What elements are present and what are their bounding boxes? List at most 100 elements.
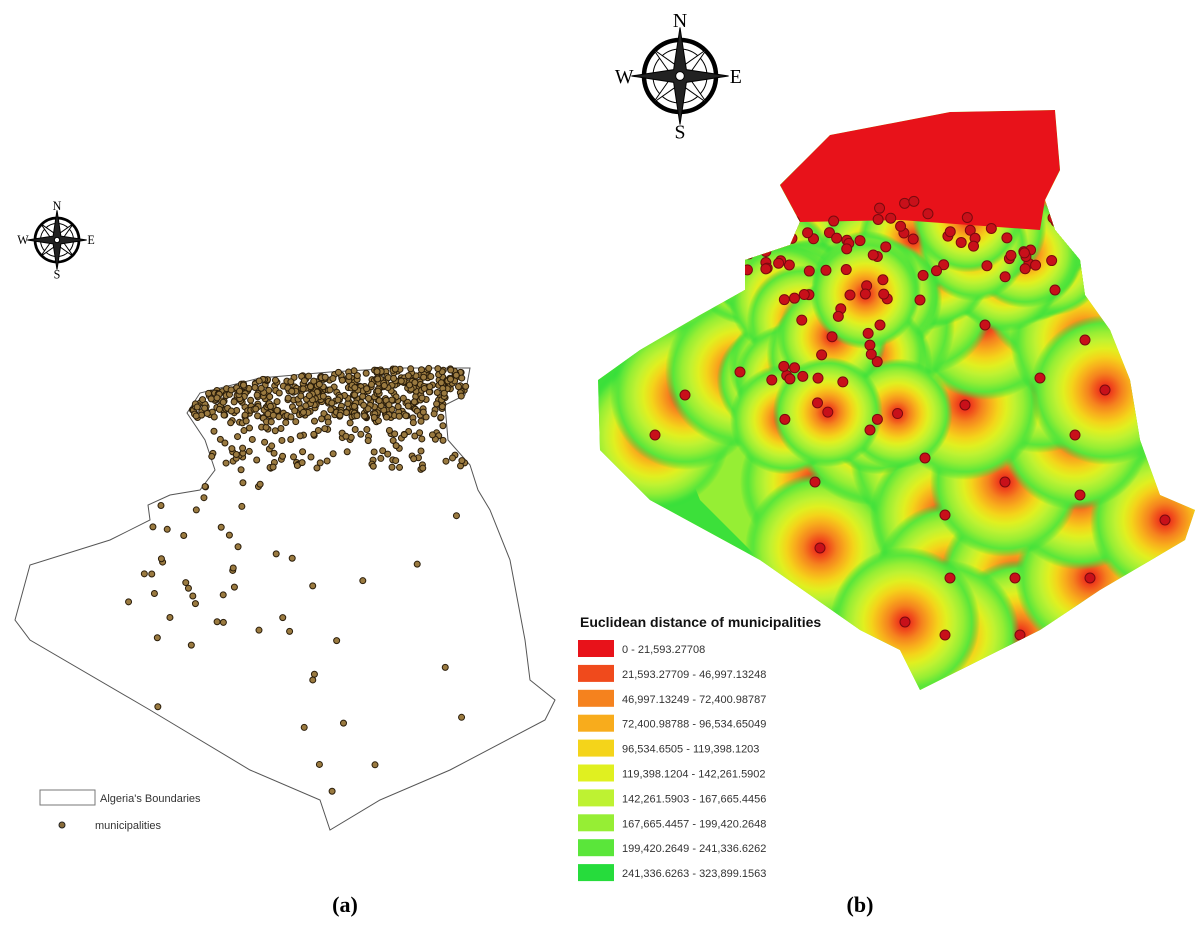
municipality-point bbox=[239, 503, 245, 509]
municipality-point bbox=[149, 571, 155, 577]
municipality-point bbox=[893, 409, 903, 419]
municipality-point bbox=[757, 232, 767, 242]
municipality-point bbox=[832, 233, 842, 243]
municipality-point bbox=[418, 367, 424, 373]
municipality-point bbox=[360, 578, 366, 584]
municipality-point bbox=[301, 724, 307, 730]
municipality-point bbox=[411, 399, 417, 405]
municipality-point bbox=[334, 638, 340, 644]
municipality-point bbox=[1047, 256, 1057, 266]
legend-swatch bbox=[578, 789, 614, 806]
municipality-point bbox=[237, 388, 243, 394]
municipality-point bbox=[293, 419, 299, 425]
municipality-point bbox=[335, 369, 341, 375]
municipality-point bbox=[361, 402, 367, 408]
municipality-point bbox=[276, 390, 282, 396]
municipality-point bbox=[463, 383, 469, 389]
municipality-point bbox=[875, 203, 885, 213]
municipality-point bbox=[246, 448, 252, 454]
municipality-point bbox=[337, 412, 343, 418]
municipality-point bbox=[226, 532, 232, 538]
municipality-point bbox=[242, 412, 248, 418]
municipality-point bbox=[426, 365, 432, 371]
municipality-point bbox=[347, 420, 353, 426]
municipality-point bbox=[194, 404, 200, 410]
municipality-point bbox=[1160, 515, 1170, 525]
legend-swatch bbox=[578, 864, 614, 881]
municipality-point bbox=[220, 619, 226, 625]
legend-swatch bbox=[578, 814, 614, 831]
municipality-point bbox=[1015, 630, 1025, 640]
municipality-point bbox=[299, 460, 305, 466]
municipality-point bbox=[188, 642, 194, 648]
municipality-point bbox=[272, 377, 278, 383]
municipality-point bbox=[155, 704, 161, 710]
municipality-point bbox=[220, 399, 226, 405]
municipality-point bbox=[185, 585, 191, 591]
municipality-point bbox=[449, 455, 455, 461]
municipality-point bbox=[371, 414, 377, 420]
municipality-point bbox=[352, 427, 358, 433]
legend-label: 46,997.13249 - 72,400.98787 bbox=[622, 694, 766, 706]
municipality-point bbox=[340, 720, 346, 726]
municipality-point bbox=[311, 671, 317, 677]
municipality-point bbox=[982, 261, 992, 271]
municipality-point bbox=[841, 265, 851, 275]
legend-label: municipalities bbox=[95, 820, 162, 832]
municipality-point bbox=[842, 244, 852, 254]
municipality-point bbox=[1070, 430, 1080, 440]
legend-label: 21,593.27709 - 46,997.13248 bbox=[622, 669, 766, 681]
compass-letter: N bbox=[53, 199, 62, 213]
municipality-point bbox=[741, 235, 751, 245]
municipality-point bbox=[270, 412, 276, 418]
municipality-point bbox=[398, 378, 404, 384]
municipality-point bbox=[312, 418, 318, 424]
municipality-point bbox=[228, 387, 234, 393]
municipality-point bbox=[421, 374, 427, 380]
municipality-point bbox=[256, 378, 262, 384]
municipality-point bbox=[418, 418, 424, 424]
municipality-point bbox=[306, 393, 312, 399]
legend-label: 72,400.98788 - 96,534.65049 bbox=[622, 719, 766, 731]
municipality-point bbox=[167, 614, 173, 620]
municipality-point bbox=[441, 390, 447, 396]
municipality-point bbox=[1031, 260, 1041, 270]
municipality-point bbox=[1000, 477, 1010, 487]
municipality-point bbox=[324, 458, 330, 464]
municipality-point bbox=[790, 363, 800, 373]
municipality-point bbox=[392, 366, 398, 372]
municipality-point bbox=[448, 367, 454, 373]
municipality-point bbox=[158, 556, 164, 562]
municipality-point bbox=[297, 433, 303, 439]
municipality-point bbox=[363, 370, 369, 376]
municipality-point bbox=[228, 408, 234, 414]
municipality-point bbox=[410, 420, 416, 426]
municipality-point bbox=[316, 381, 322, 387]
municipality-point bbox=[306, 373, 312, 379]
compass-letter: S bbox=[54, 267, 61, 281]
municipality-point bbox=[742, 265, 752, 275]
municipality-point bbox=[235, 544, 241, 550]
compass: NSWE bbox=[17, 199, 95, 281]
municipality-point bbox=[403, 413, 409, 419]
panel-label: (b) bbox=[847, 892, 874, 917]
municipality-point bbox=[193, 413, 199, 419]
municipality-point bbox=[650, 430, 660, 440]
municipality-point bbox=[238, 467, 244, 473]
municipality-point bbox=[298, 393, 304, 399]
legend-marker bbox=[59, 822, 65, 828]
municipality-point bbox=[211, 428, 217, 434]
municipality-point bbox=[252, 385, 258, 391]
municipality-point bbox=[779, 295, 789, 305]
municipality-point bbox=[827, 332, 837, 342]
municipality-point bbox=[241, 382, 247, 388]
municipality-point bbox=[909, 196, 919, 206]
municipality-point bbox=[386, 402, 392, 408]
municipality-point bbox=[267, 394, 273, 400]
municipality-point bbox=[327, 387, 333, 393]
municipality-point bbox=[815, 543, 825, 553]
municipality-point bbox=[761, 247, 771, 257]
municipality-point bbox=[292, 408, 298, 414]
municipality-point bbox=[749, 210, 759, 220]
municipality-point bbox=[285, 395, 291, 401]
